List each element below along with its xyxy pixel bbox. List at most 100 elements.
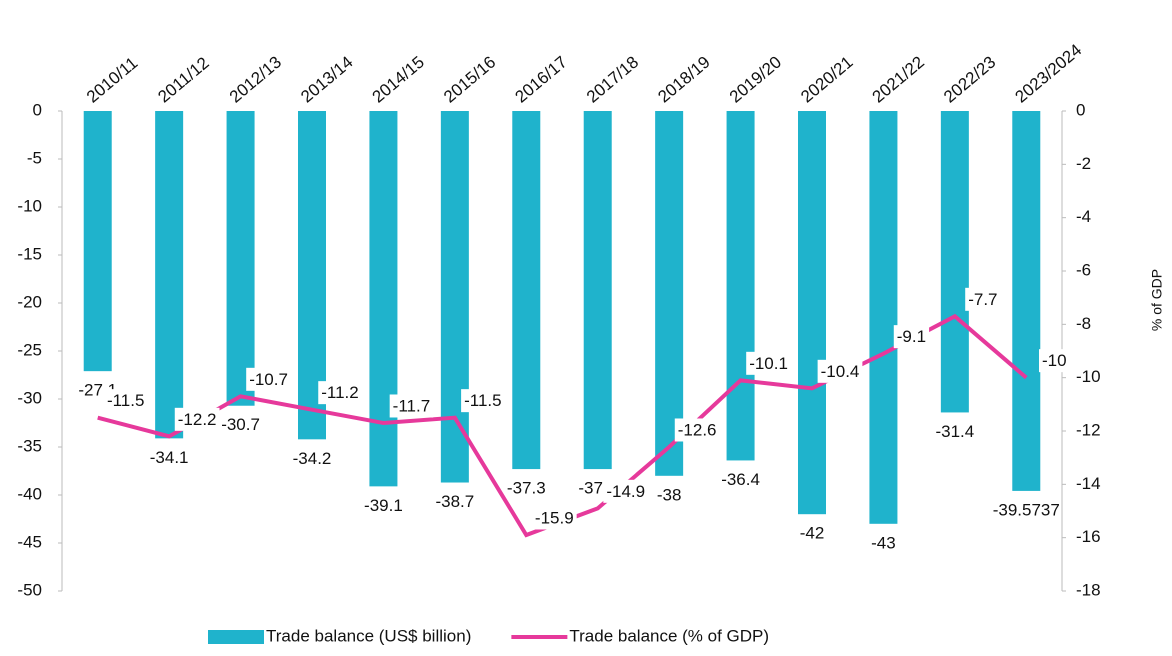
x-tick-label: 2014/15	[369, 52, 428, 106]
data-label: -11.5	[107, 391, 145, 410]
x-tick-label: 2019/20	[726, 52, 785, 106]
data-label: -43	[871, 533, 896, 552]
data-label: -11.7	[393, 396, 431, 415]
data-label: -10.4	[821, 362, 860, 381]
data-label-bg	[1038, 349, 1070, 373]
data-label: -37.3	[507, 479, 546, 498]
legend-swatch	[208, 630, 264, 644]
x-tick-label: 2018/19	[654, 52, 713, 106]
data-label-bg	[603, 479, 649, 503]
data-label-group: -12.6	[674, 418, 720, 442]
bar	[1012, 111, 1041, 491]
data-label: -36.4	[721, 470, 760, 489]
data-label-bg	[674, 418, 720, 442]
data-label-bg	[103, 389, 148, 413]
data-label: -34.1	[150, 448, 189, 467]
y-tick-label: -25	[17, 340, 42, 359]
data-label-bg	[893, 325, 930, 349]
data-label: -34.2	[293, 449, 332, 468]
bar	[512, 111, 541, 470]
data-label-bg	[746, 351, 791, 375]
data-label: -7.7	[968, 290, 997, 309]
data-label-bg	[246, 367, 291, 391]
data-label: -15.9	[535, 508, 574, 527]
y-tick-label: -10	[17, 196, 42, 215]
data-label-bg	[461, 389, 505, 413]
data-label-group: -7.7	[965, 287, 1001, 311]
data-label: -39.5737	[993, 500, 1060, 519]
y2-tick-label: -2	[1076, 154, 1091, 173]
x-tick-label: 2016/17	[512, 52, 571, 106]
data-label-group: -15.9	[531, 506, 577, 530]
bar	[155, 111, 184, 439]
y-tick-label: -20	[17, 292, 42, 311]
bar	[726, 111, 755, 461]
data-label-group: -11.5	[461, 389, 505, 413]
data-label-group: -10.1	[746, 351, 791, 375]
data-label: -12.6	[678, 420, 717, 439]
data-label: -12.2	[178, 410, 217, 429]
data-label-group: -10.7	[246, 367, 291, 391]
bar	[440, 111, 469, 483]
data-label-group: -12.2	[174, 407, 220, 431]
data-label: -42	[800, 524, 825, 543]
bar	[869, 111, 898, 524]
y2-tick-label: -16	[1076, 527, 1101, 546]
y-tick-label: -5	[27, 148, 42, 167]
y-tick-label: -45	[17, 532, 42, 551]
legend-label: Trade balance (US$ billion)	[266, 626, 471, 645]
data-label-group: -9.1	[893, 325, 930, 349]
data-label: -38.7	[435, 492, 474, 511]
y2-tick-label: 0	[1076, 100, 1085, 119]
data-label-group: -14.9	[603, 479, 649, 503]
bar	[83, 111, 112, 372]
data-label: -11.2	[321, 383, 359, 402]
bar	[583, 111, 612, 470]
data-label-bg	[965, 287, 1001, 311]
bar	[369, 111, 398, 487]
y-tick-label: -50	[17, 580, 42, 599]
y-tick-label: -30	[17, 388, 42, 407]
data-label-group: -11.5	[103, 389, 148, 413]
y2-tick-label: -10	[1076, 367, 1101, 386]
y2-tick-label: -8	[1076, 314, 1091, 333]
data-label-bg	[817, 359, 863, 383]
y-tick-label: -15	[17, 244, 42, 263]
y2-tick-label: -6	[1076, 260, 1091, 279]
data-label-group: -11.7	[389, 394, 434, 418]
data-label-group: -11.2	[318, 381, 362, 405]
data-label: -38	[657, 485, 682, 504]
y2-axis-label: % of GDP	[1149, 269, 1165, 331]
legend-label: Trade balance (% of GDP)	[569, 626, 769, 645]
data-label: -9.1	[897, 327, 926, 346]
data-label: -10.1	[749, 354, 788, 373]
data-label-bg	[531, 506, 577, 530]
data-label: -39.1	[364, 496, 403, 515]
y-tick-label: -40	[17, 484, 42, 503]
data-label-group: -10.4	[817, 359, 863, 383]
data-label: -10	[1042, 351, 1067, 370]
data-label-bg	[174, 407, 220, 431]
x-tick-label: 2023/2024	[1012, 40, 1086, 106]
y-tick-label: -35	[17, 436, 42, 455]
bar	[226, 111, 255, 406]
x-tick-label: 2022/23	[940, 52, 999, 106]
data-label-group: -10	[1038, 349, 1070, 373]
data-label: -30.7	[221, 415, 260, 434]
bar	[798, 111, 826, 515]
y-tick-label: 0	[33, 100, 42, 119]
x-tick-label: 2010/11	[83, 53, 141, 106]
bar	[655, 111, 684, 476]
y2-tick-label: -4	[1076, 207, 1091, 226]
data-label: -10.7	[249, 370, 288, 389]
y2-tick-label: -12	[1076, 420, 1101, 439]
bar	[940, 111, 969, 413]
data-label: -31.4	[935, 422, 974, 441]
x-tick-label: 2020/21	[797, 52, 856, 106]
x-tick-label: 2011/12	[154, 53, 212, 106]
x-tick-label: 2015/16	[440, 52, 499, 106]
x-tick-label: 2012/13	[226, 52, 285, 106]
data-label: -11.5	[464, 391, 502, 410]
data-label: -14.9	[606, 482, 645, 501]
